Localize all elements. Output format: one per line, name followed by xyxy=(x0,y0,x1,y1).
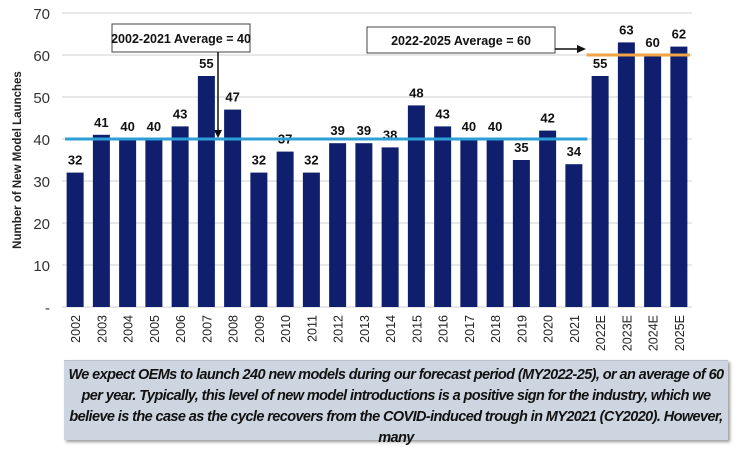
x-tick-label: 2004 xyxy=(122,315,136,343)
x-tick-label: 2019 xyxy=(515,315,529,343)
bar xyxy=(460,139,478,307)
bar xyxy=(670,46,688,307)
y-tick-label: 70 xyxy=(33,6,50,23)
x-tick-label: 2023E xyxy=(620,315,634,351)
x-tick-label: 2007 xyxy=(200,315,214,343)
data-label: 40 xyxy=(147,119,161,134)
data-label: 32 xyxy=(68,153,82,168)
bar xyxy=(92,134,110,307)
bar xyxy=(617,42,635,308)
data-label: 41 xyxy=(94,115,108,130)
data-label: 60 xyxy=(645,35,659,50)
bar xyxy=(355,143,373,307)
bar xyxy=(224,109,242,307)
data-label: 40 xyxy=(488,119,502,134)
bar xyxy=(381,147,399,307)
x-tick-label: 2017 xyxy=(463,315,477,343)
annotation-label: 2002-2021 Average = 40 xyxy=(111,32,251,46)
y-tick-label: 10 xyxy=(33,258,50,275)
x-tick-label: 2022E xyxy=(594,315,608,351)
bar xyxy=(171,126,189,308)
bar xyxy=(119,139,137,307)
data-label: 40 xyxy=(120,119,134,134)
x-tick-label: 2011 xyxy=(305,315,319,342)
data-label: 32 xyxy=(252,153,266,168)
x-tick-label: 2016 xyxy=(437,315,451,343)
data-label: 34 xyxy=(567,144,582,159)
bar xyxy=(250,172,268,307)
x-tick-label: 2008 xyxy=(227,315,241,343)
y-tick-label: 40 xyxy=(33,132,50,149)
y-tick-label: 50 xyxy=(33,90,50,107)
data-label: 55 xyxy=(593,56,607,71)
y-tick-label: 60 xyxy=(33,48,50,65)
x-tick-label: 2024E xyxy=(647,315,661,351)
data-label: 48 xyxy=(409,85,423,100)
data-label: 39 xyxy=(357,123,371,138)
x-tick-label: 2006 xyxy=(174,315,188,343)
y-tick-label: 30 xyxy=(33,174,50,191)
arrow-head-icon xyxy=(214,130,222,138)
bar xyxy=(591,76,609,307)
data-label: 40 xyxy=(462,119,476,134)
data-label: 63 xyxy=(619,22,633,37)
y-axis-label: Number of New Model Launches xyxy=(12,71,24,249)
data-label: 55 xyxy=(199,56,213,71)
bar xyxy=(407,105,425,308)
x-tick-label: 2005 xyxy=(148,315,162,343)
data-label: 43 xyxy=(173,106,187,121)
bar xyxy=(66,172,84,307)
y-tick-label: 20 xyxy=(33,216,50,233)
bar xyxy=(302,172,320,307)
bar xyxy=(145,139,163,307)
bar xyxy=(329,143,347,307)
x-tick-label: 2010 xyxy=(279,315,293,343)
x-tick-label: 2025E xyxy=(673,315,687,351)
data-label: 42 xyxy=(540,111,554,126)
caption-box: We expect OEMs to launch 240 new models … xyxy=(64,360,728,446)
annotation-label: 2022-2025 Average = 60 xyxy=(391,34,531,48)
x-tick-label: 2012 xyxy=(332,315,346,343)
bar xyxy=(434,126,452,308)
x-tick-label: 2009 xyxy=(253,315,267,343)
arrow-head-icon xyxy=(577,45,586,53)
annotation-box xyxy=(366,26,556,54)
bar xyxy=(486,139,504,307)
data-label: 47 xyxy=(225,90,239,105)
x-tick-label: 2018 xyxy=(489,315,503,343)
bar xyxy=(197,76,215,307)
data-label: 35 xyxy=(514,140,528,155)
data-label: 43 xyxy=(435,106,449,121)
data-label: 32 xyxy=(304,153,318,168)
x-tick-label: 2013 xyxy=(358,315,372,343)
bar xyxy=(512,160,530,307)
bar xyxy=(276,151,294,307)
y-tick-label: - xyxy=(45,300,50,317)
x-tick-label: 2003 xyxy=(95,315,109,343)
bar xyxy=(539,130,557,307)
data-label: 62 xyxy=(672,27,686,42)
x-tick-label: 2015 xyxy=(410,315,424,343)
x-tick-label: 2002 xyxy=(69,315,83,343)
x-tick-label: 2020 xyxy=(542,315,556,343)
data-label: 39 xyxy=(330,123,344,138)
annotation-box xyxy=(111,23,251,53)
bar xyxy=(565,164,583,307)
x-tick-label: 2021 xyxy=(568,315,582,343)
x-tick-label: 2014 xyxy=(384,315,398,343)
bar-chart: - 10 20 30 40 50 60 70 Number of New Model Launc… xyxy=(12,6,692,351)
bar xyxy=(644,55,662,307)
